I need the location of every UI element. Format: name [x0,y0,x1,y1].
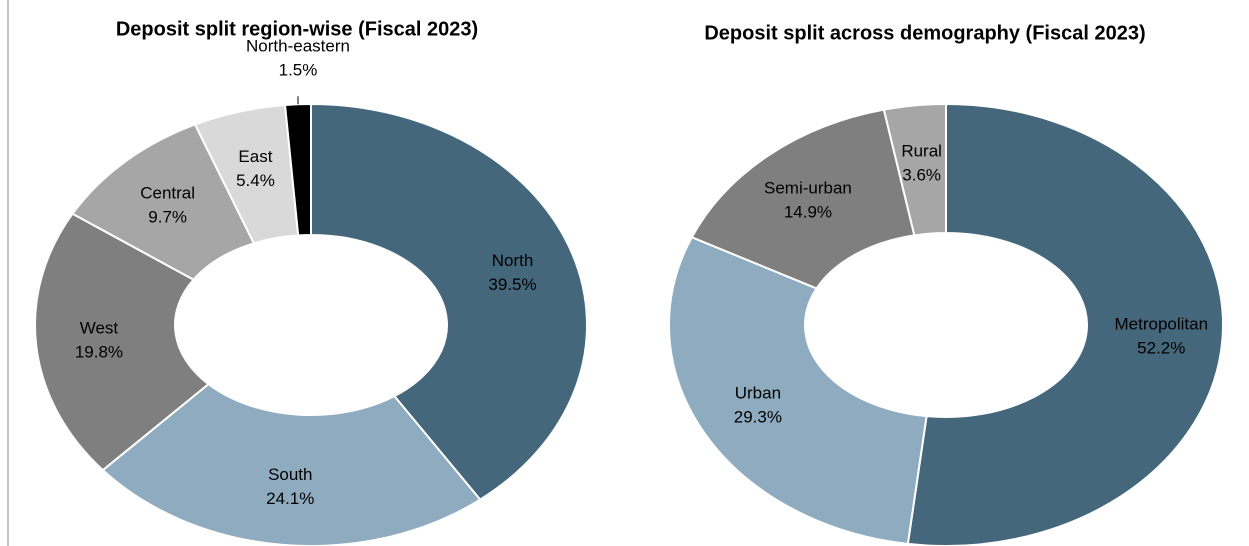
donut-slice [690,108,916,290]
slice-label: North [492,251,534,270]
slice-label: West [80,319,119,338]
donut-slice [101,382,482,546]
slice-value-label: 24.1% [266,489,314,508]
slice-value-label: 1.5% [279,61,318,80]
slice-value-label: 39.5% [488,275,536,294]
slice-label: Semi-urban [764,178,852,197]
slice-label: South [268,465,312,484]
slice-label: Central [140,184,195,203]
slice-value-label: 5.4% [236,171,275,190]
slice-label: North-eastern [246,37,350,56]
donut-slice [882,102,947,237]
slice-value-label: 19.8% [75,343,123,362]
donut-slice [668,235,928,545]
slice-label: Rural [901,142,942,161]
chart-title: Deposit split across demography (Fiscal … [704,22,1145,44]
slice-value-label: 3.6% [902,166,941,185]
chart-title: Deposit split region-wise (Fiscal 2023) [116,18,478,40]
donut-slice [906,102,1224,546]
donut-slice [34,212,211,472]
slice-value-label: 14.9% [784,202,832,221]
slice-label: East [238,147,272,166]
slice-value-label: 29.3% [734,407,782,426]
slice-value-label: 9.7% [148,208,187,227]
donut-slice [310,102,588,501]
slice-value-label: 52.2% [1137,339,1185,358]
slice-label: Metropolitan [1115,315,1209,334]
slice-label: Urban [735,383,781,402]
donut-slice [283,102,312,237]
